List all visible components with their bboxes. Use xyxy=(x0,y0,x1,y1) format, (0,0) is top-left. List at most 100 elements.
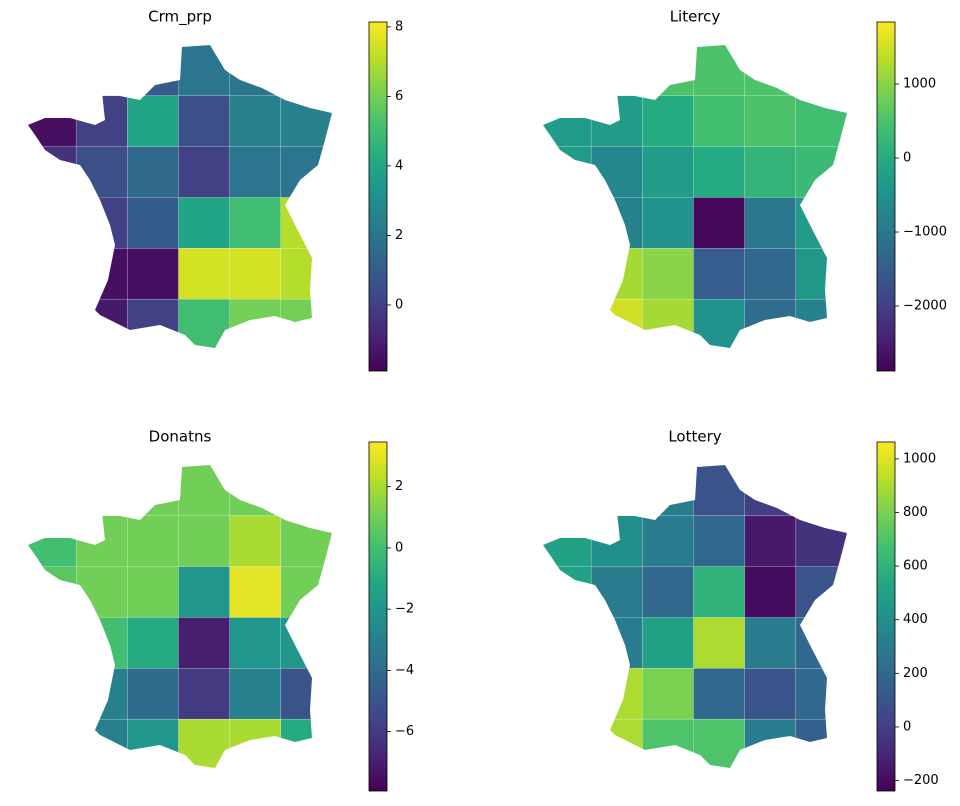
region xyxy=(127,298,179,348)
region xyxy=(280,248,332,300)
colorbar-tick-label: −2000 xyxy=(903,299,947,314)
colorbar xyxy=(368,441,388,792)
region xyxy=(693,718,745,768)
region xyxy=(795,668,847,720)
region xyxy=(590,718,643,768)
region xyxy=(229,197,282,249)
region xyxy=(75,248,128,300)
region xyxy=(590,146,643,198)
colorbar xyxy=(876,21,896,372)
region xyxy=(642,465,694,517)
map-panel: Litercy −2000 −1000 0 1000 xyxy=(543,8,947,372)
region xyxy=(127,146,179,198)
colorbar-tick-label: 4 xyxy=(395,158,403,173)
region xyxy=(229,95,282,147)
colorbar-tick-label: 0 xyxy=(903,719,911,734)
region xyxy=(642,617,694,669)
region xyxy=(75,95,128,147)
region xyxy=(127,668,179,720)
colorbar xyxy=(876,441,896,792)
region xyxy=(744,95,797,147)
colorbar-tick-label: −2 xyxy=(395,602,414,617)
region xyxy=(178,515,230,567)
region xyxy=(127,718,179,768)
colorbar-tick-label: 8 xyxy=(395,19,403,34)
region xyxy=(642,298,694,348)
region xyxy=(178,197,230,249)
colorbar-tick-label: 2 xyxy=(395,228,403,243)
region xyxy=(127,566,179,618)
region xyxy=(590,298,643,348)
region xyxy=(75,197,128,249)
region xyxy=(127,45,179,97)
colorbar xyxy=(368,21,388,372)
region xyxy=(795,197,847,249)
region xyxy=(693,465,745,517)
region xyxy=(280,566,332,618)
colorbar-tick-label: −1000 xyxy=(903,225,947,240)
region xyxy=(280,298,332,348)
region xyxy=(75,668,128,720)
region xyxy=(744,515,797,567)
region xyxy=(642,668,694,720)
colorbar-tick-label: 1000 xyxy=(903,451,936,466)
region xyxy=(795,298,847,348)
map-title: Donatns xyxy=(149,428,212,446)
region xyxy=(178,617,230,669)
region xyxy=(280,515,332,567)
region xyxy=(178,95,230,147)
colorbar-tick-label: 0 xyxy=(395,297,403,312)
region xyxy=(795,617,847,669)
region xyxy=(590,248,643,300)
region xyxy=(178,298,230,348)
region xyxy=(178,465,230,517)
map-title: Crm_prp xyxy=(148,8,212,27)
colorbar-tick-label: 0 xyxy=(395,540,403,555)
colorbar-tick-label: 0 xyxy=(903,151,911,166)
region xyxy=(693,146,745,198)
region xyxy=(280,718,332,768)
region xyxy=(178,45,230,97)
region xyxy=(75,146,128,198)
region xyxy=(229,298,282,348)
region xyxy=(693,197,745,249)
region xyxy=(590,566,643,618)
region xyxy=(642,146,694,198)
region xyxy=(744,146,797,198)
region xyxy=(795,248,847,300)
region xyxy=(280,146,332,198)
colorbar-tick-label: 200 xyxy=(903,666,928,681)
region xyxy=(795,515,847,567)
colorbar-tick-label: −4 xyxy=(395,663,414,678)
region xyxy=(280,617,332,669)
region xyxy=(590,197,643,249)
region xyxy=(229,566,282,618)
region xyxy=(744,668,797,720)
colorbar-tick-label: 1000 xyxy=(903,77,936,92)
region xyxy=(178,566,230,618)
region xyxy=(744,248,797,300)
region xyxy=(590,668,643,720)
region xyxy=(642,45,694,97)
region xyxy=(693,248,745,300)
region xyxy=(127,95,179,147)
region xyxy=(127,248,179,300)
region xyxy=(127,465,179,517)
region xyxy=(127,617,179,669)
map xyxy=(28,45,332,348)
region xyxy=(178,146,230,198)
region xyxy=(642,718,694,768)
colorbar-tick-label: 400 xyxy=(903,612,928,627)
region xyxy=(178,668,230,720)
colorbar-tick-label: −6 xyxy=(395,724,414,739)
region xyxy=(744,617,797,669)
region xyxy=(590,617,643,669)
region xyxy=(693,668,745,720)
region xyxy=(744,718,797,768)
region xyxy=(642,95,694,147)
map-panel: Donatns −6 −4 −2 0 2 xyxy=(28,428,414,792)
region xyxy=(693,617,745,669)
region xyxy=(795,566,847,618)
region xyxy=(543,566,592,618)
